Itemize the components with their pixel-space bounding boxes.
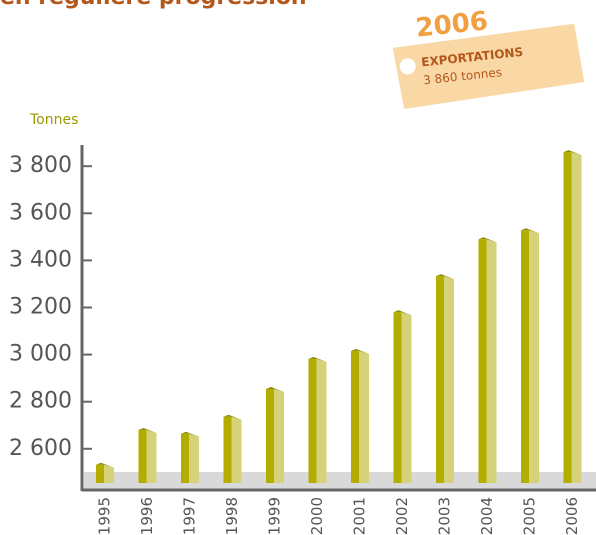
bar-side	[529, 230, 539, 483]
chart-title: en régulière progression	[0, 0, 307, 10]
x-tick-label: 1995	[96, 497, 114, 535]
bar-side	[401, 312, 412, 483]
bar-front	[181, 433, 189, 483]
bar-top	[351, 348, 369, 354]
bar	[393, 310, 412, 483]
bar	[223, 414, 242, 483]
bar-side	[146, 429, 157, 483]
bar-top	[223, 414, 242, 420]
bar	[308, 356, 327, 483]
bar	[96, 462, 114, 483]
bar	[351, 348, 369, 483]
x-tick-label: 2005	[521, 497, 539, 535]
bar	[521, 228, 539, 483]
x-tick-label: 2006	[563, 497, 581, 535]
bar-top	[138, 427, 157, 433]
bar-top	[308, 356, 327, 362]
bar	[266, 386, 284, 483]
y-tick-label: 3 400	[9, 247, 72, 272]
bar-front	[393, 312, 402, 483]
bar-front	[266, 388, 274, 483]
bar-front	[223, 416, 232, 483]
bar-top	[436, 274, 454, 280]
y-tick-label: 3 600	[9, 200, 72, 225]
y-tick-label: 3 800	[9, 153, 72, 178]
bar-front	[351, 350, 359, 483]
bar-top	[96, 462, 114, 468]
x-tick-label: 2003	[436, 497, 454, 535]
note-paper	[392, 23, 585, 110]
x-tick-label: 2001	[351, 497, 369, 535]
note-dot	[399, 58, 416, 75]
x-tick-label: 1998	[223, 497, 241, 535]
bar-top	[478, 237, 497, 243]
bar-top	[521, 228, 539, 234]
bar-top	[563, 150, 582, 156]
bar-side	[486, 239, 497, 483]
bar-front	[563, 152, 572, 483]
bar-top	[266, 386, 284, 392]
floor	[84, 472, 596, 490]
bar	[478, 237, 497, 483]
bar-top	[393, 310, 412, 316]
bar-side	[316, 358, 327, 483]
bar-side	[444, 276, 454, 483]
bar-side	[189, 433, 199, 483]
bar-front	[96, 464, 104, 483]
bar	[138, 427, 157, 483]
y-axis-label: Tonnes	[29, 112, 78, 128]
x-tick-label: 2000	[308, 497, 326, 535]
bar-front	[436, 276, 444, 483]
y-tick-label: 2 800	[9, 389, 72, 414]
x-tick-label: 1996	[138, 497, 156, 535]
y-tick-label: 2 600	[9, 436, 72, 461]
bar-side	[274, 388, 284, 483]
annotation-note: 2006 EXPORTATIONS 3 860 tonnes	[392, 6, 585, 110]
x-tick-label: 2002	[393, 497, 411, 535]
bar-front	[308, 358, 317, 483]
bar-side	[231, 416, 242, 483]
bar-top	[181, 431, 199, 437]
bar-front	[138, 429, 147, 483]
bar	[563, 150, 582, 483]
x-tick-label: 2004	[478, 497, 496, 535]
y-tick-label: 3 000	[9, 342, 72, 367]
bar	[181, 431, 199, 483]
bar-side	[571, 152, 582, 483]
bar-front	[521, 230, 529, 483]
y-tick-label: 3 200	[9, 294, 72, 319]
bar	[436, 274, 454, 483]
bar-side	[359, 350, 369, 483]
x-tick-label: 1997	[181, 497, 199, 535]
bar-side	[104, 464, 114, 483]
x-tick-label: 1999	[266, 497, 284, 535]
bar-front	[478, 239, 487, 483]
